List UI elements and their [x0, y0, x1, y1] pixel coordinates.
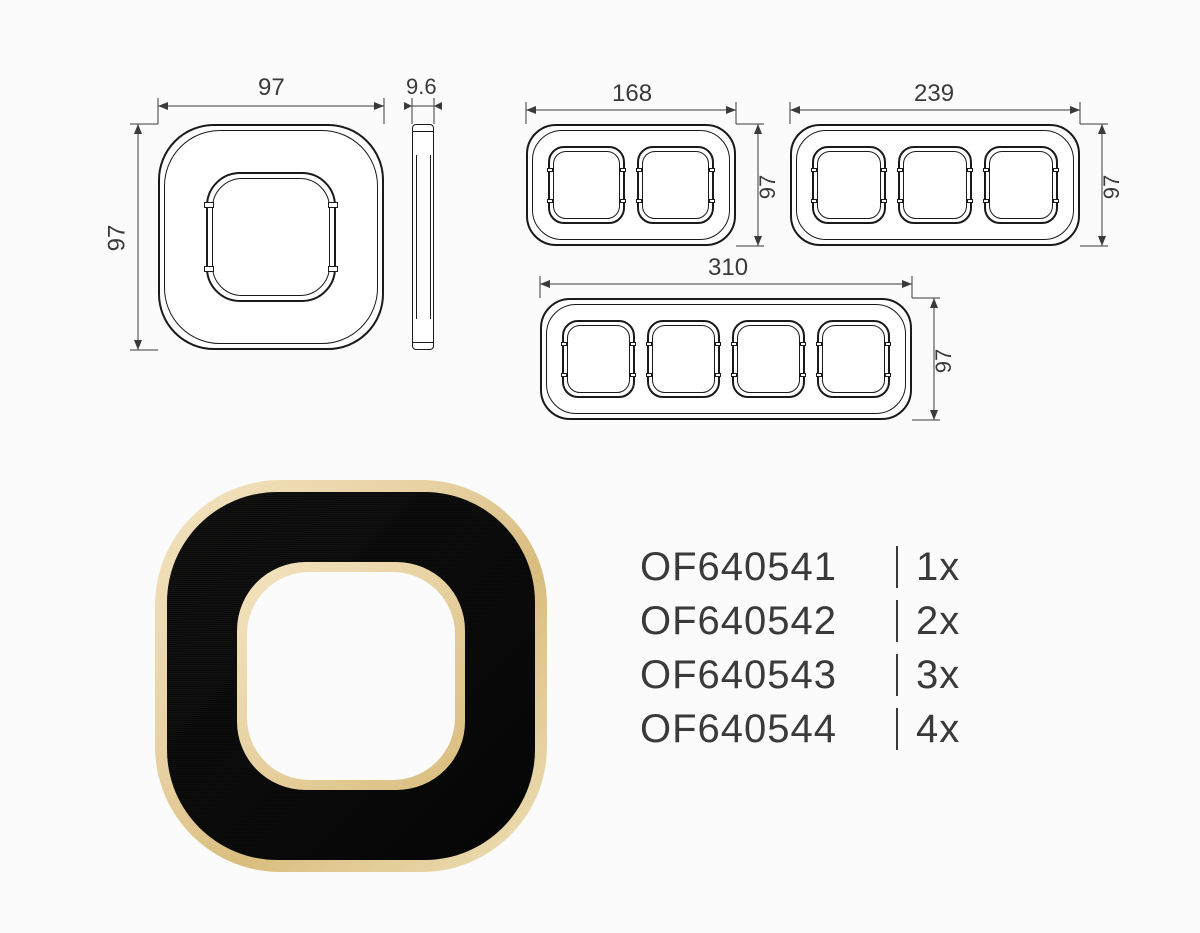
product-render: [155, 480, 547, 872]
module-opening: [812, 146, 886, 224]
dim-2gang-top-label: 168: [612, 80, 652, 108]
sku-row: OF640542 2x: [640, 594, 960, 648]
sku-qty: 1x: [916, 545, 960, 590]
sku-code: OF640541: [640, 545, 890, 590]
dim-4gang-right-label: 97: [931, 349, 957, 373]
module-opening: [817, 320, 890, 398]
sku-row: OF640543 3x: [640, 648, 960, 702]
dim-profile-top-label: 9.6: [406, 74, 437, 100]
sku-qty: 2x: [916, 599, 960, 644]
sku-row: OF640544 4x: [640, 702, 960, 756]
side-profile: [412, 124, 434, 350]
module-opening: [647, 320, 720, 398]
sku-qty: 3x: [916, 653, 960, 698]
dim-single-left-label: 97: [103, 225, 131, 252]
sku-table: OF640541 1x OF640542 2x OF640543 3x OF640544 4x: [640, 540, 960, 756]
dim-2gang-right-label: 97: [755, 175, 781, 199]
sku-separator: [896, 546, 898, 588]
sku-code: OF640542: [640, 599, 890, 644]
sku-code: OF640543: [640, 653, 890, 698]
diagram-stage: 97 97 9.6: [0, 0, 1200, 933]
sku-separator: [896, 654, 898, 696]
dim-3gang-top-label: 239: [914, 80, 954, 108]
module-opening: [898, 146, 972, 224]
dim-single-top-label: 97: [258, 74, 285, 102]
sku-row: OF640541 1x: [640, 540, 960, 594]
dim-4gang-top-label: 310: [708, 254, 748, 282]
dim-3gang-right-label: 97: [1099, 175, 1125, 199]
module-opening: [548, 146, 625, 224]
sku-separator: [896, 708, 898, 750]
module-opening: [562, 320, 635, 398]
module-opening: [984, 146, 1058, 224]
sku-code: OF640544: [640, 707, 890, 752]
single-frame-inner: [206, 172, 336, 302]
module-opening: [732, 320, 805, 398]
sku-qty: 4x: [916, 707, 960, 752]
module-opening: [637, 146, 714, 224]
sku-separator: [896, 600, 898, 642]
